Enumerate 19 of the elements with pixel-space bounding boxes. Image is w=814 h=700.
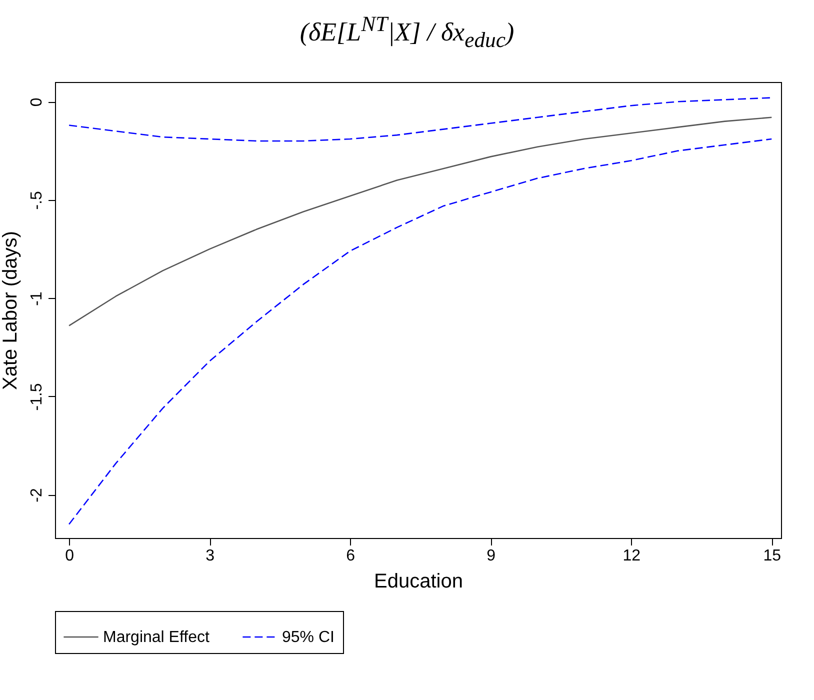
legend-label: 95% CI (282, 629, 334, 646)
legend-label: Marginal Effect (103, 629, 210, 646)
line-series (68, 116, 772, 326)
x-tick-label: 9 (486, 548, 496, 564)
y-tick-label: -.5 (28, 190, 46, 210)
line-series (68, 138, 772, 525)
y-axis-title: Xate Labor (days) (0, 231, 22, 390)
x-tick-label: 15 (763, 548, 782, 564)
x-tick-label: 12 (622, 548, 641, 564)
chart-title: (δE[L$^{NT}$|X] / δx$_{educ}$) (298, 11, 516, 54)
x-tick-label: 6 (346, 548, 356, 564)
y-tick-label: -1 (28, 291, 46, 306)
x-axis-title: Education (374, 570, 463, 592)
y-tick-label: -1.5 (28, 383, 46, 411)
y-tick-label: 0 (28, 98, 46, 107)
x-tick-label: 0 (65, 548, 74, 564)
x-tick-label: 3 (206, 548, 215, 564)
y-tick-label: -2 (28, 488, 46, 502)
line-series (68, 97, 772, 142)
